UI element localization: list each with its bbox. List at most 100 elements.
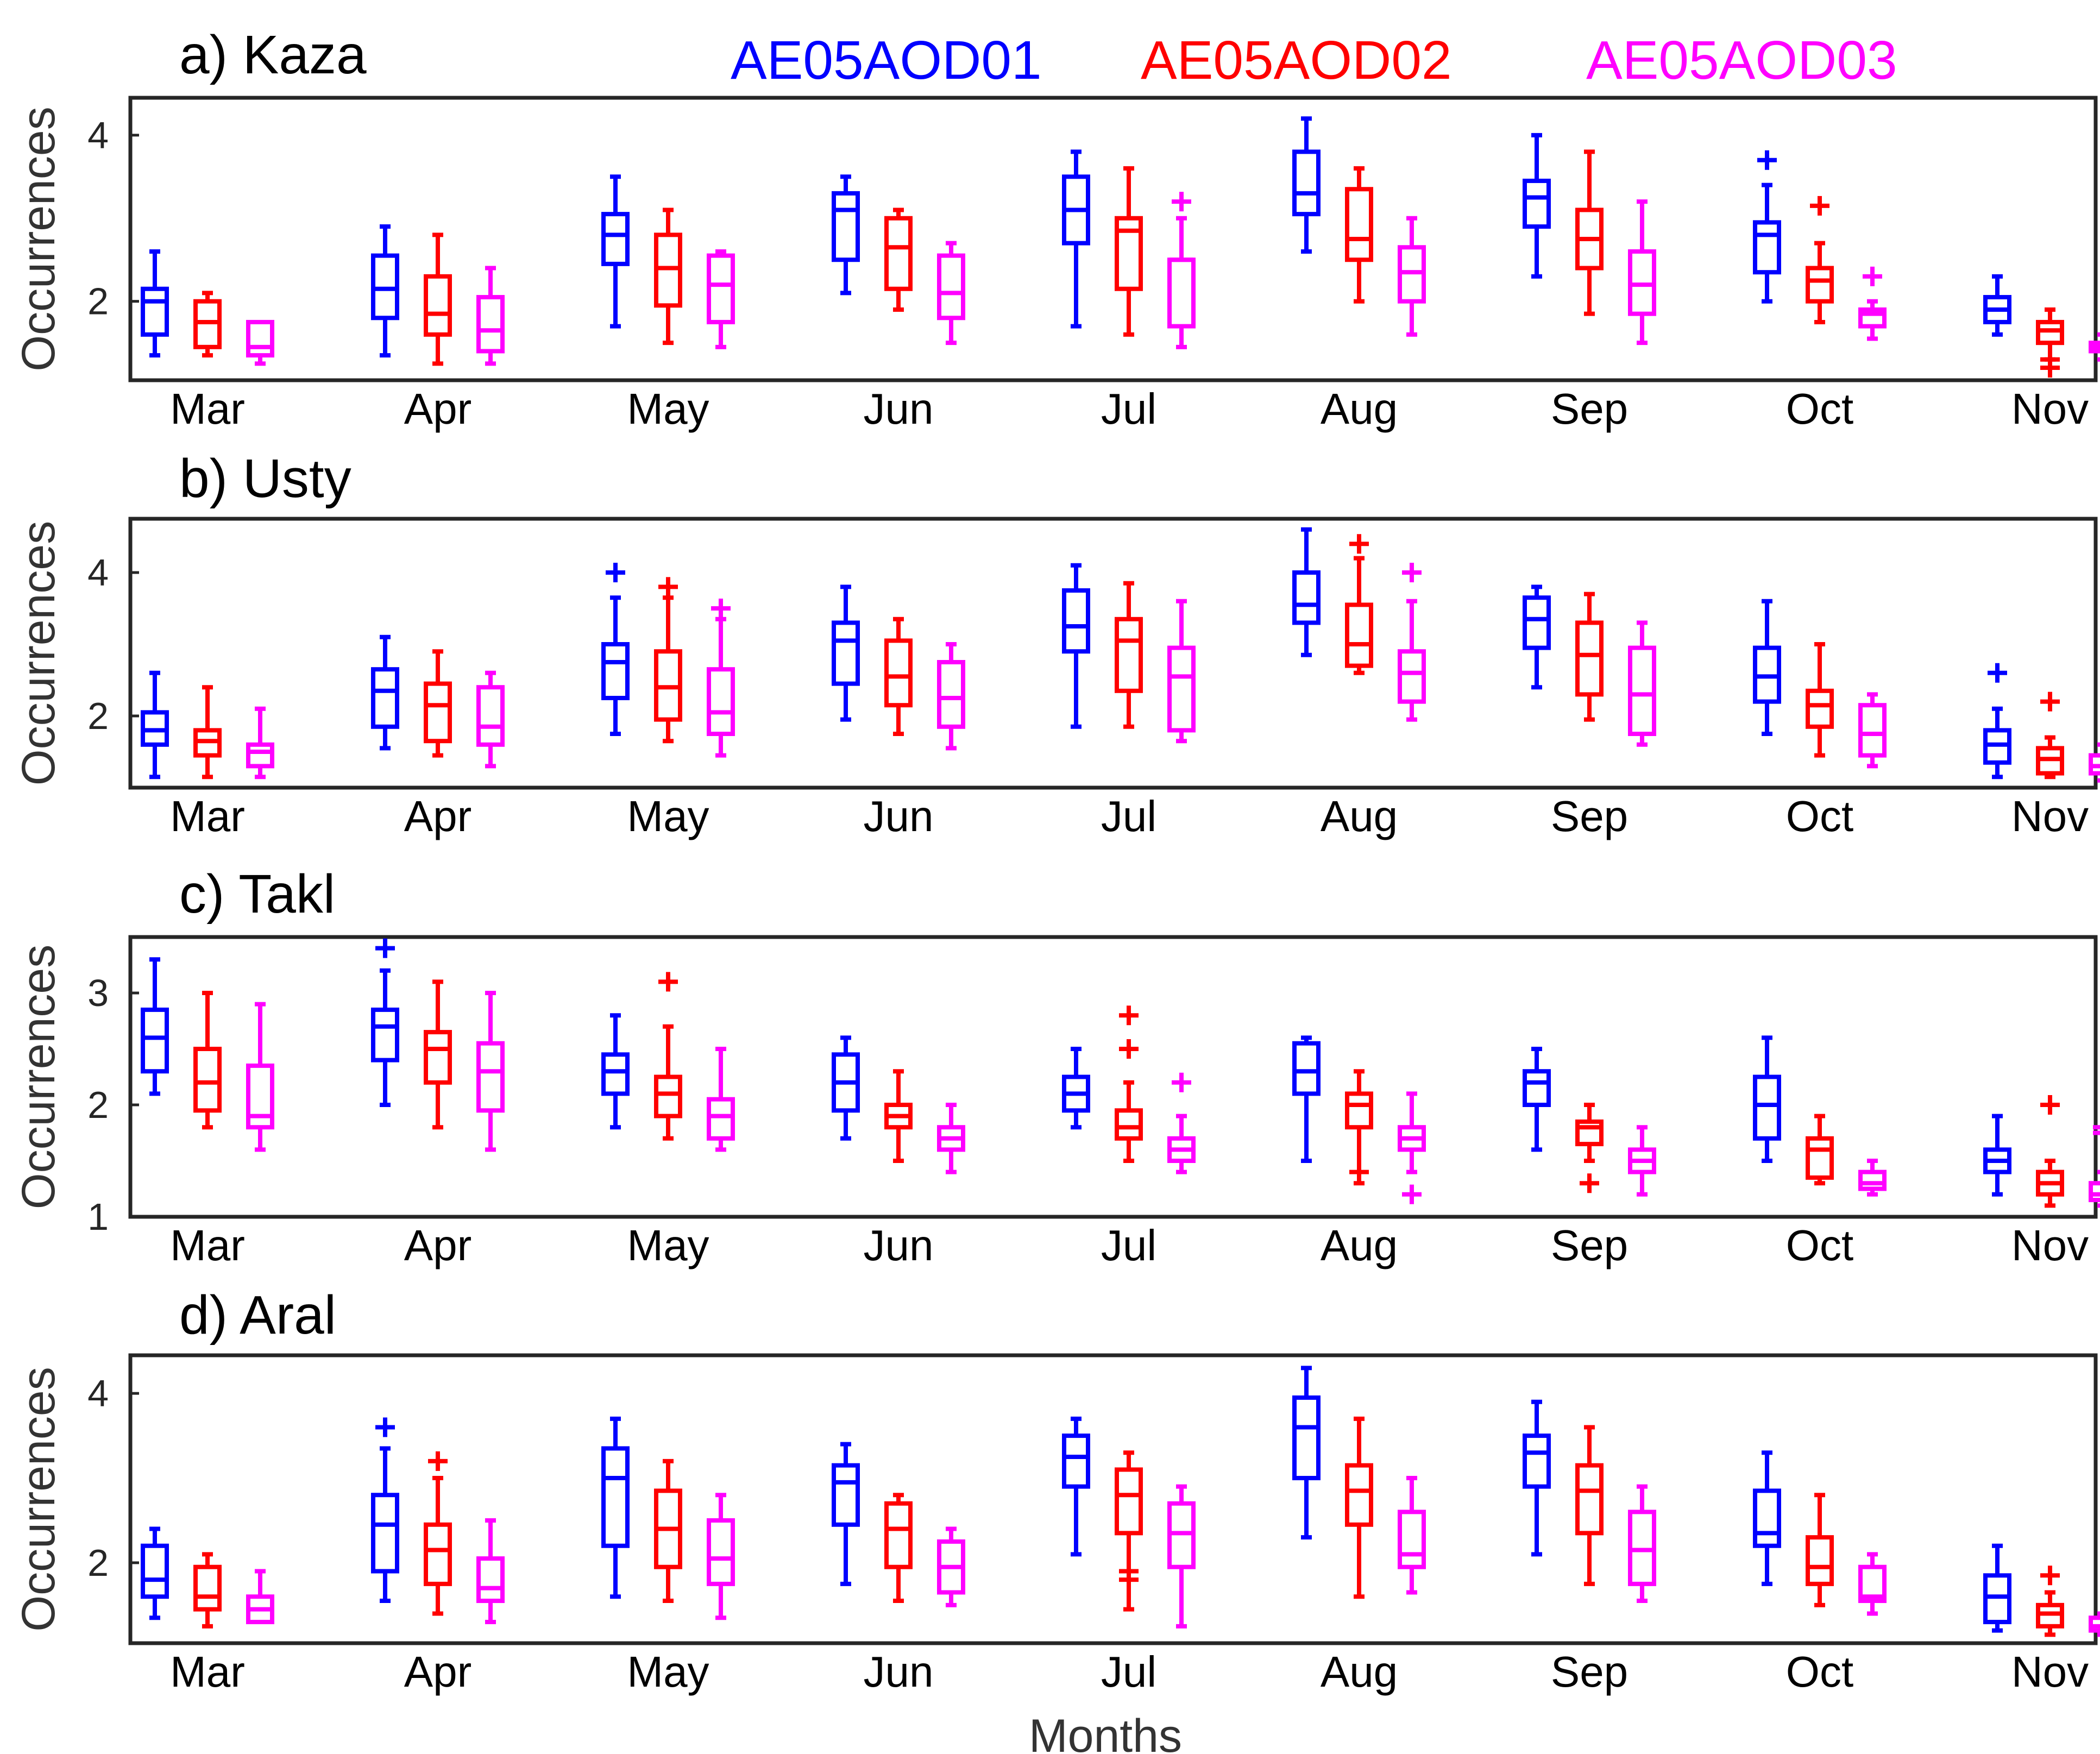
outlier-marker xyxy=(658,577,678,597)
box-ae05aod01-jun xyxy=(832,584,860,722)
box-ae05aod01-oct xyxy=(1753,1450,1781,1586)
panel-title: c) Takl xyxy=(179,864,335,925)
box-ae05aod02-jun xyxy=(884,1493,913,1604)
box-ae05aod02-jul xyxy=(1115,1005,1143,1163)
box-body xyxy=(424,1522,452,1586)
x-tick-label: Jul xyxy=(1101,1221,1156,1269)
box-ae05aod03-aug xyxy=(1398,563,1426,722)
box-body xyxy=(832,620,860,686)
box-body xyxy=(1398,1510,1426,1569)
outlier-marker xyxy=(2040,349,2060,369)
plot-frame xyxy=(128,1353,2098,1645)
box-body xyxy=(193,1564,222,1612)
box-body xyxy=(1292,1395,1321,1481)
outlier-marker xyxy=(711,599,731,618)
panel-aral: d) Aral Occurrences 2 4 Mar Apr May Jun Jul Aug Se… xyxy=(12,1285,2100,1696)
box-body xyxy=(937,253,965,320)
x-tick-label: Sep xyxy=(1551,385,1628,433)
box-body xyxy=(601,212,630,266)
box-body xyxy=(371,1493,399,1574)
box-body xyxy=(476,1041,505,1113)
box-ae05aod02-jun xyxy=(884,1069,913,1163)
legend-entry: AE05AOD02 xyxy=(1141,30,1452,91)
box-body xyxy=(601,1446,630,1548)
box-ae05aod03-nov xyxy=(2089,1611,2100,1637)
box-body xyxy=(707,1518,735,1586)
y-tick-label: 1 xyxy=(87,1196,109,1238)
box-ae05aod02-jul xyxy=(1115,581,1143,729)
x-tick-label: Mar xyxy=(170,385,245,433)
box-ae05aod02-may xyxy=(654,577,682,744)
box-ae05aod02-nov xyxy=(2036,307,2064,378)
x-tick-label: Jun xyxy=(864,1648,934,1696)
box-body xyxy=(246,319,274,358)
x-tick-label: May xyxy=(627,1221,709,1269)
box-ae05aod02-may xyxy=(654,1458,682,1604)
box-ae05aod01-jul xyxy=(1062,149,1090,329)
box-ae05aod02-nov xyxy=(2036,1095,2064,1208)
x-axis-label: Months xyxy=(1029,1710,1182,1754)
box-body xyxy=(476,1556,505,1604)
box-body xyxy=(1575,620,1604,697)
box-ae05aod03-nov xyxy=(2089,332,2100,362)
box-ae05aod02-apr xyxy=(424,1451,452,1616)
box-ae05aod02-sep xyxy=(1575,1425,1604,1586)
outlier-marker xyxy=(1119,1039,1139,1059)
box-body xyxy=(371,1007,399,1063)
box-ae05aod01-jul xyxy=(1062,1416,1090,1557)
box-ae05aod01-apr xyxy=(371,224,399,358)
box-ae05aod03-sep xyxy=(1628,620,1656,747)
outlier-marker xyxy=(2040,1566,2060,1586)
x-tick-label: Nov xyxy=(2011,385,2089,433)
box-body xyxy=(424,274,452,337)
x-tick-label: Mar xyxy=(170,1648,245,1696)
box-body xyxy=(1292,1041,1321,1096)
x-tick-label: Oct xyxy=(1786,1221,1853,1269)
box-ae05aod03-jul xyxy=(1167,1072,1196,1174)
box-ae05aod03-apr xyxy=(476,266,505,366)
outlier-marker xyxy=(2040,1095,2060,1115)
x-tick-label: Jul xyxy=(1101,792,1156,840)
outlier-marker xyxy=(606,563,625,582)
box-ae05aod03-may xyxy=(707,599,735,758)
x-tick-label: Nov xyxy=(2011,1221,2089,1269)
box-ae05aod03-aug xyxy=(1398,216,1426,337)
box-ae05aod01-aug xyxy=(1292,116,1321,254)
box-ae05aod03-may xyxy=(707,1493,735,1620)
box-body xyxy=(707,253,735,324)
box-ae05aod01-nov xyxy=(1983,274,2011,337)
box-body xyxy=(1062,1434,1090,1489)
y-tick-label: 4 xyxy=(87,1372,109,1414)
y-tick-label: 2 xyxy=(87,695,109,737)
y-tick-label: 2 xyxy=(87,1542,109,1584)
box-body xyxy=(1753,220,1781,275)
box-body xyxy=(832,1463,860,1527)
y-axis-label: Occurrences xyxy=(12,106,65,372)
box-body xyxy=(1115,1108,1143,1141)
x-tick-label: Apr xyxy=(404,792,472,840)
outlier-marker xyxy=(1119,1005,1139,1026)
box-ae05aod01-oct xyxy=(1753,150,1781,304)
x-tick-label: Oct xyxy=(1786,385,1853,433)
box-ae05aod02-aug xyxy=(1345,1069,1373,1186)
box-body xyxy=(1575,1463,1604,1536)
box-ae05aod01-sep xyxy=(1523,133,1551,279)
outlier-marker xyxy=(658,972,678,992)
outlier-marker xyxy=(1172,192,1191,212)
box-ae05aod01-nov xyxy=(1983,1543,2011,1633)
box-body xyxy=(141,1543,169,1599)
box-ae05aod03-jun xyxy=(937,642,965,751)
legend-entry: AE05AOD01 xyxy=(731,30,1042,91)
box-ae05aod03-sep xyxy=(1628,1125,1656,1197)
box-body xyxy=(424,681,452,744)
box-body xyxy=(1806,1136,1834,1180)
x-tick-label: Sep xyxy=(1551,1648,1628,1696)
box-ae05aod01-nov xyxy=(1983,1114,2011,1197)
x-tick-label: May xyxy=(627,1648,709,1696)
box-ae05aod02-may xyxy=(654,972,682,1141)
box-ae05aod01-jun xyxy=(832,174,860,296)
box-ae05aod02-jun xyxy=(884,617,913,736)
box-ae05aod01-may xyxy=(601,563,630,736)
box-ae05aod03-apr xyxy=(476,670,505,769)
box-ae05aod01-mar xyxy=(141,670,169,779)
